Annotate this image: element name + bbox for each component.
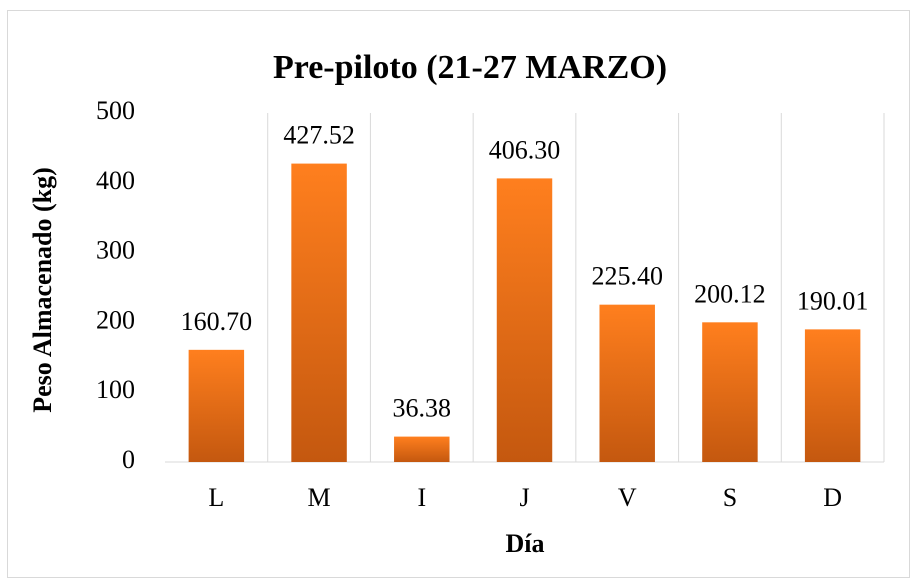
- data-label: 36.38: [393, 394, 452, 423]
- x-tick-label: J: [519, 483, 529, 512]
- y-tick-label: 100: [96, 375, 135, 404]
- bar: [599, 304, 655, 462]
- x-tick-label: D: [823, 483, 842, 512]
- chart-border: [7, 10, 910, 578]
- data-label: 200.12: [694, 279, 766, 308]
- x-tick-label: L: [208, 483, 224, 512]
- chart-title: Pre-piloto (21-27 MARZO): [273, 49, 667, 86]
- y-tick-label: 300: [96, 236, 135, 265]
- bar: [804, 329, 861, 462]
- data-label: 225.40: [591, 262, 663, 291]
- data-label: 160.70: [181, 307, 253, 336]
- x-axis-title: Día: [506, 529, 545, 558]
- x-tick-label: V: [618, 483, 637, 512]
- x-tick-label: M: [308, 483, 331, 512]
- x-tick-label: S: [723, 483, 737, 512]
- bar: [702, 322, 758, 462]
- data-label: 406.30: [489, 135, 561, 164]
- bar: [188, 349, 245, 462]
- bar: [496, 178, 553, 463]
- x-tick-label: I: [417, 483, 426, 512]
- data-label: 427.52: [283, 121, 355, 150]
- y-axis-title: Peso Almacenado (kg): [28, 167, 57, 413]
- y-tick-label: 200: [96, 305, 135, 334]
- data-label: 190.01: [797, 286, 869, 315]
- bar: [291, 163, 347, 462]
- y-tick-label: 500: [96, 96, 135, 125]
- y-tick-label: 400: [96, 166, 135, 195]
- bar: [394, 436, 450, 462]
- y-tick-label: 0: [122, 445, 135, 474]
